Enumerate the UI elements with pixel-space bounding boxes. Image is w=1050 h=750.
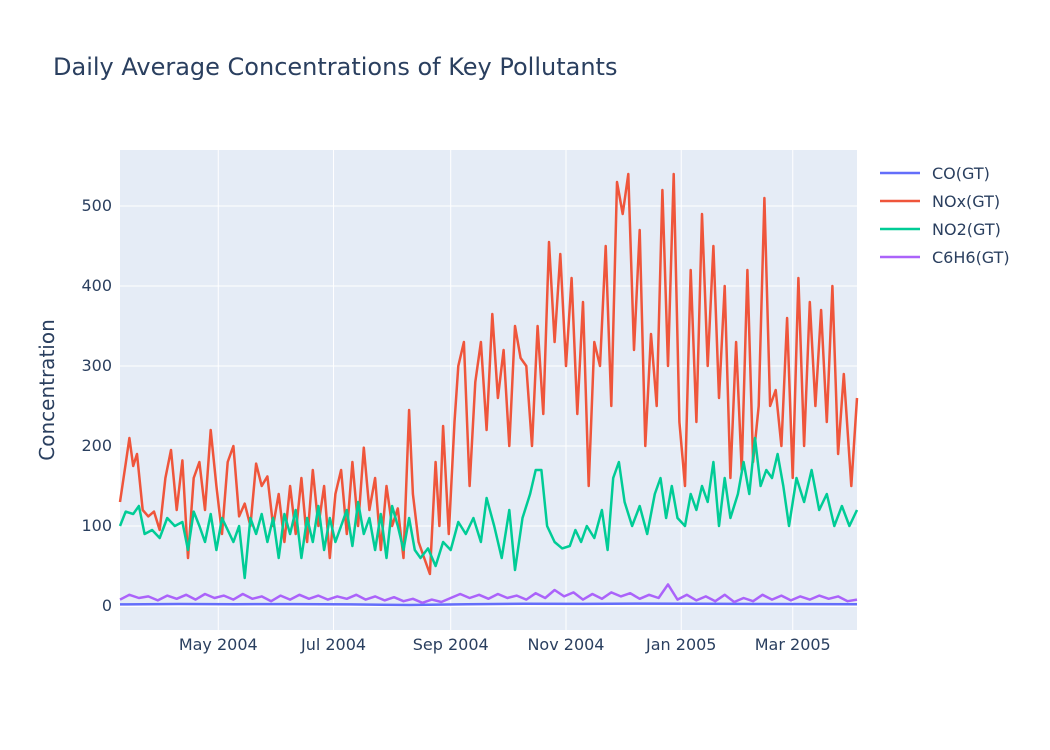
series-line-no2-gt[interactable] (118, 436, 859, 580)
legend-label: CO(GT) (932, 164, 990, 183)
y-tick-label: 100 (81, 516, 112, 535)
legend-item[interactable]: CO(GT) (880, 164, 990, 183)
series-line-c6h6-gt[interactable] (119, 583, 858, 605)
legend-item[interactable]: NO2(GT) (880, 220, 1001, 239)
chart-title: Daily Average Concentrations of Key Poll… (53, 53, 617, 81)
x-tick-label: Mar 2005 (755, 635, 831, 654)
x-tick-label: Sep 2004 (413, 635, 489, 654)
legend-label: NO2(GT) (932, 220, 1001, 239)
y-axis-label: Concentration (35, 319, 59, 460)
x-tick-label: Nov 2004 (527, 635, 604, 654)
legend[interactable]: CO(GT) NOx(GT) NO2(GT) C6H6(GT) (880, 164, 1010, 267)
axis-ticks: 0 100 200 300 400 500 May 2004 Jul 2004 Sep 2004… (81, 196, 830, 654)
legend-item[interactable]: C6H6(GT) (880, 248, 1010, 267)
x-tick-label: Jan 2005 (645, 635, 716, 654)
x-tick-label: Jul 2004 (300, 635, 366, 654)
legend-item[interactable]: NOx(GT) (880, 192, 1000, 211)
grid-lines (120, 150, 857, 630)
y-tick-label: 300 (81, 356, 112, 375)
x-tick-label: May 2004 (179, 635, 258, 654)
legend-label: NOx(GT) (932, 192, 1000, 211)
series-line-co-gt[interactable] (119, 602, 858, 607)
y-tick-label: 500 (81, 196, 112, 215)
legend-label: C6H6(GT) (932, 248, 1010, 267)
series-lines (118, 172, 859, 607)
y-tick-label: 0 (102, 596, 112, 615)
series-line-nox-gt[interactable] (118, 172, 859, 576)
y-tick-label: 200 (81, 436, 112, 455)
y-tick-label: 400 (81, 276, 112, 295)
